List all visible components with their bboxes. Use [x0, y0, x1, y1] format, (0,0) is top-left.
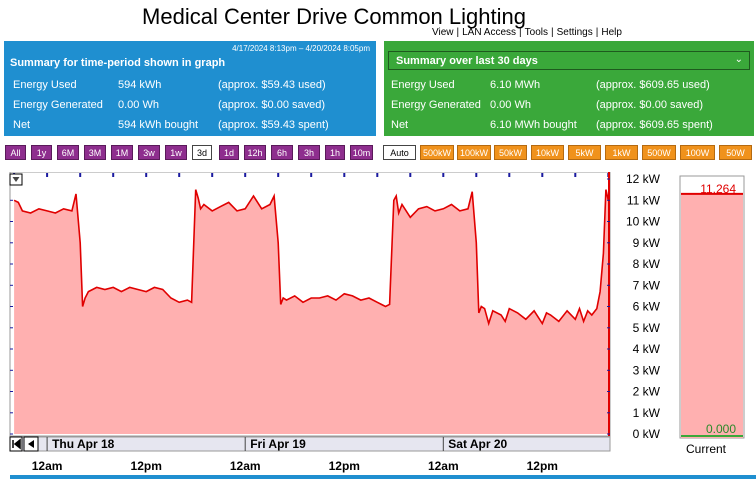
current-value: 11.264: [700, 182, 736, 196]
hour-label: 12am: [230, 459, 261, 473]
top-nav: View | LAN Access | Tools | Settings | Help: [432, 27, 622, 38]
scale-button-auto[interactable]: Auto: [383, 145, 416, 160]
day-label: Fri Apr 19: [250, 437, 306, 451]
y-tick-label: 9 kW: [633, 236, 661, 250]
time-button-1d[interactable]: 1d: [219, 145, 239, 160]
period-summary-panel: 4/17/2024 8:13pm – 4/20/2024 8:05pm Summ…: [4, 41, 376, 136]
row-label: Energy Used: [13, 79, 77, 91]
row-value: 594 kWh bought: [118, 119, 199, 131]
y-tick-label: 0 kW: [633, 427, 661, 441]
row-value: 594 kWh: [118, 79, 162, 91]
time-button-12h[interactable]: 12h: [244, 145, 266, 160]
scale-button-100kw[interactable]: 100kW: [457, 145, 491, 160]
time-button-3h[interactable]: 3h: [298, 145, 320, 160]
nav-view[interactable]: View: [432, 27, 454, 38]
time-button-1y[interactable]: 1y: [31, 145, 52, 160]
power-chart: 12 kW 11 kW 10 kW 9 kW 8 kW 7 kW 6 kW 5 kW 4 kW 3…: [0, 171, 756, 479]
y-tick-label: 7 kW: [633, 278, 661, 292]
row-approx: (approx. $59.43 spent): [218, 119, 329, 131]
period-summary-title: Summary for time-period shown in graph: [10, 57, 226, 69]
scale-button-50w[interactable]: 50W: [719, 145, 752, 160]
hour-label: 12pm: [527, 459, 558, 473]
collapse-toggle[interactable]: [9, 173, 23, 186]
y-tick-label: 2 kW: [633, 385, 661, 399]
scroll-first-button[interactable]: [9, 436, 23, 452]
time-button-1m[interactable]: 1M: [111, 145, 133, 160]
scale-button-10kw[interactable]: 10kW: [531, 145, 564, 160]
row-value: 0.00 Wh: [490, 99, 531, 111]
scale-button-500w[interactable]: 500W: [642, 145, 676, 160]
time-button-6m[interactable]: 6M: [57, 145, 79, 160]
nav-lan-access[interactable]: LAN Access: [462, 27, 517, 38]
skip-back-icon: [12, 438, 21, 450]
hour-label: 12am: [428, 459, 459, 473]
chevron-down-icon: ⌄: [734, 54, 743, 65]
nav-settings[interactable]: Settings: [556, 27, 593, 38]
period-range: 4/17/2024 8:13pm – 4/20/2024 8:05pm: [232, 44, 370, 53]
nav-tools[interactable]: Tools: [524, 27, 548, 38]
y-tick-label: 5 kW: [633, 321, 661, 335]
row-label: Energy Generated: [13, 99, 103, 111]
hour-label: 12pm: [131, 459, 162, 473]
row-value: 6.10 MWh: [490, 79, 541, 91]
time-button-1h[interactable]: 1h: [325, 145, 345, 160]
power-line: [13, 189, 610, 327]
y-tick-label: 6 kW: [633, 300, 661, 314]
time-button-1w[interactable]: 1w: [165, 145, 187, 160]
arrow-left-icon: [28, 440, 34, 448]
time-button-6h[interactable]: 6h: [271, 145, 293, 160]
scale-button-1kw[interactable]: 1kW: [605, 145, 638, 160]
row-approx: (approx. $59.43 used): [218, 79, 326, 91]
row-approx: (approx. $0.00 saved): [596, 99, 704, 111]
scale-button-500kw[interactable]: 500kW: [420, 145, 454, 160]
bottom-bar: [10, 475, 756, 479]
row-approx: (approx. $609.65 used): [596, 79, 710, 91]
current-label: Current: [686, 442, 727, 456]
summary-period-select[interactable]: Summary over last 30 days ⌄: [388, 51, 750, 70]
y-tick-label: 8 kW: [633, 257, 661, 271]
power-area: [14, 189, 609, 434]
y-axis: 12 kW 11 kW 10 kW 9 kW 8 kW 7 kW 6 kW 5 kW 4 kW 3…: [10, 172, 661, 441]
time-button-10m[interactable]: 10m: [350, 145, 373, 160]
scale-button-5kw[interactable]: 5kW: [568, 145, 601, 160]
row-value: 6.10 MWh bought: [490, 119, 577, 131]
hour-label: 12pm: [329, 459, 360, 473]
row-approx: (approx. $609.65 spent): [596, 119, 713, 131]
day-label: Thu Apr 18: [52, 437, 115, 451]
top-tick-marks: [13, 173, 610, 177]
current-bar-fill: [681, 193, 743, 438]
y-tick-label: 12 kW: [626, 172, 661, 186]
scale-button-50kw[interactable]: 50kW: [494, 145, 527, 160]
row-value: 0.00 Wh: [118, 99, 159, 111]
chevron-down-icon: [12, 177, 20, 182]
recent-summary-panel: Summary over last 30 days ⌄ Energy Used …: [384, 41, 754, 136]
current-min-value: 0.000: [706, 422, 736, 436]
hour-label: 12am: [32, 459, 63, 473]
row-label: Energy Used: [391, 79, 455, 91]
row-label: Net: [391, 119, 409, 131]
row-approx: (approx. $0.00 saved): [218, 99, 326, 111]
time-button-3d[interactable]: 3d: [192, 145, 212, 160]
y-tick-label: 1 kW: [633, 406, 661, 420]
day-labels: Thu Apr 18 Fri Apr 19 Sat Apr 20: [46, 437, 508, 451]
row-label: Net: [13, 119, 31, 131]
y-tick-label: 11 kW: [627, 193, 661, 207]
nav-help[interactable]: Help: [601, 27, 622, 38]
summary-period-selected: Summary over last 30 days: [396, 55, 538, 67]
time-button-3w[interactable]: 3w: [138, 145, 160, 160]
scroll-back-button[interactable]: [23, 436, 39, 452]
time-button-3m[interactable]: 3M: [84, 145, 106, 160]
scale-button-100w[interactable]: 100W: [680, 145, 715, 160]
y-tick-label: 4 kW: [633, 342, 661, 356]
power-chart-svg: 12 kW 11 kW 10 kW 9 kW 8 kW 7 kW 6 kW 5 kW 4 kW 3…: [9, 171, 756, 479]
row-label: Energy Generated: [391, 99, 481, 111]
page-title: Medical Center Drive Common Lighting: [142, 4, 526, 29]
hour-labels: 12am 12pm 12am 12pm 12am 12pm: [32, 459, 558, 473]
y-tick-label: 10 kW: [626, 215, 661, 229]
time-button-all[interactable]: All: [5, 145, 26, 160]
y-tick-label: 3 kW: [633, 363, 661, 377]
day-label: Sat Apr 20: [448, 437, 507, 451]
